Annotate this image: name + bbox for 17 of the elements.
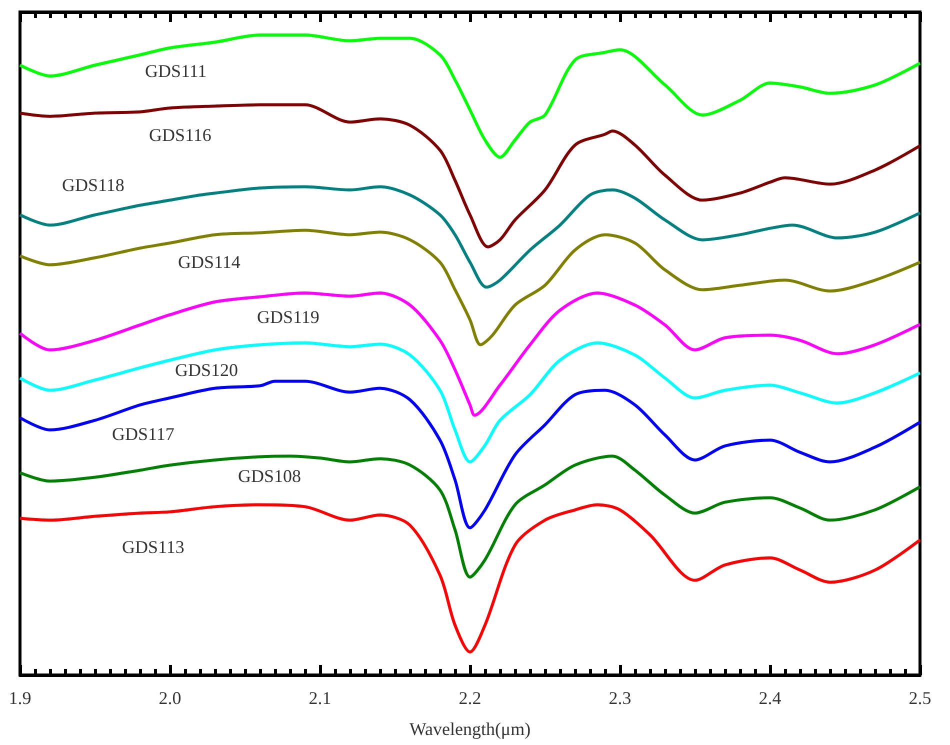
x-tick-label: 2.3 xyxy=(608,688,632,708)
x-tick-label: 2.0 xyxy=(158,688,182,708)
x-axis-title: Wavelength(μm) xyxy=(409,719,531,739)
series-label: GDS119 xyxy=(257,307,320,327)
series-label: GDS116 xyxy=(149,125,212,145)
x-tick-label: 1.9 xyxy=(8,688,32,708)
series-label: GDS117 xyxy=(112,424,174,444)
series-label: GDS111 xyxy=(145,61,207,81)
x-tick-label: 2.1 xyxy=(308,688,332,708)
series-label: GDS113 xyxy=(122,537,184,557)
x-tick-label: 2.2 xyxy=(458,688,482,708)
series-label: GDS108 xyxy=(238,466,302,486)
series-label: GDS120 xyxy=(175,360,238,380)
x-tick-label: 2.4 xyxy=(758,688,782,708)
series-label: GDS118 xyxy=(62,175,124,195)
series-label: GDS114 xyxy=(178,252,240,272)
x-tick-label: 2.5 xyxy=(908,688,932,708)
